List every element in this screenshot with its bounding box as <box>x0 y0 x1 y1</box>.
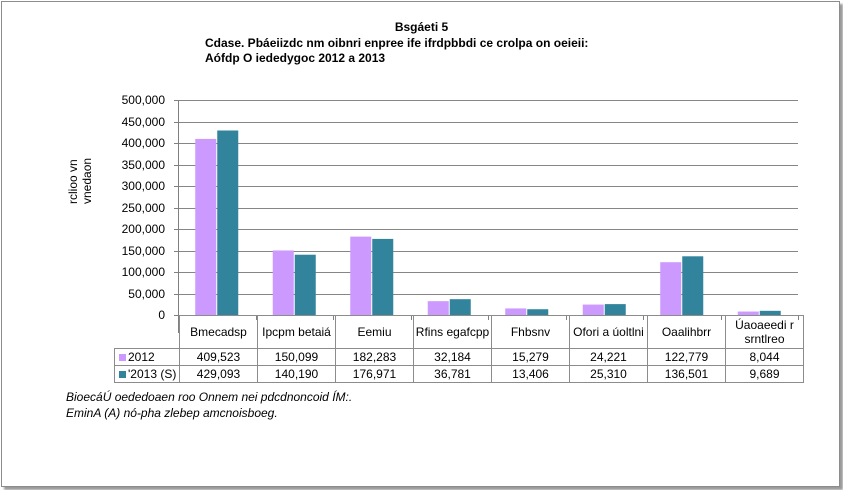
table-cell-2012: 150,099 <box>257 348 336 366</box>
bar-2012-5 <box>582 304 604 315</box>
bar-2013-6 <box>682 256 704 315</box>
legend-swatch-2012 <box>119 354 126 361</box>
chart-subtitle-line-1: Cdase. Pbáeiizdc nm oibnri enpree ife if… <box>205 36 589 50</box>
y-tick-label: 50,000 <box>128 286 165 301</box>
bars <box>195 130 799 320</box>
data-table: Bmecadsp Ipcpm betaiá Eemiu Rfins egafcpp Fh… <box>114 315 804 383</box>
table-cell-2013: 140,190 <box>257 365 336 383</box>
category-label: Rfins egafcpp <box>413 315 492 349</box>
bar-2013-1 <box>294 254 316 315</box>
table-cell-2012: 24,221 <box>569 348 648 366</box>
category-label: Bmecadsp <box>179 315 258 349</box>
table-cell-2012: 8,044 <box>725 348 804 366</box>
table-cell-2012: 182,283 <box>335 348 414 366</box>
bar-2012-6 <box>660 262 682 315</box>
legend-label-2013: '2013 (S) <box>128 367 177 381</box>
gridlines <box>174 100 798 316</box>
table-cell-2012: 409,523 <box>179 348 258 366</box>
category-label: Ofori a úoltlni <box>569 315 648 349</box>
table-cell-2013: 136,501 <box>647 365 726 383</box>
category-label: Oaalihbrr <box>647 315 726 349</box>
chart-subtitle-line-2: Aófdp O iededygoc 2012 a 2013 <box>205 51 386 65</box>
bar-2012-3 <box>427 301 449 315</box>
bar-2012-7 <box>737 311 759 315</box>
table-cell-2012: 122,779 <box>647 348 726 366</box>
bar-2012-2 <box>350 236 372 315</box>
table-cell-2012: 32,184 <box>413 348 492 366</box>
chart-title: Bsgáeti 5 <box>394 20 449 34</box>
bar-2012-4 <box>505 308 527 315</box>
y-tick-label: 450,000 <box>121 114 165 129</box>
y-tick-label: 150,000 <box>121 243 165 258</box>
bar-2013-3 <box>449 299 471 315</box>
bar-2012-0 <box>195 138 217 315</box>
legend-2013: '2013 (S) <box>114 365 180 383</box>
table-cell-2012: 15,279 <box>491 348 570 366</box>
bar-2012-1 <box>272 250 294 315</box>
table-cell-2013: 25,310 <box>569 365 648 383</box>
bar-2013-2 <box>372 238 394 315</box>
y-tick-label: 400,000 <box>121 135 165 150</box>
category-label: Eemiu <box>335 315 414 349</box>
category-label: Úaoaeedi r srntlreo <box>725 315 804 349</box>
y-tick-label: 200,000 <box>121 221 165 236</box>
table-cell-2013: 176,971 <box>335 365 414 383</box>
bar-2013-7 <box>759 310 781 315</box>
y-tick-label: 500,000 <box>121 92 165 107</box>
bar-2013-5 <box>604 304 626 315</box>
table-cell-2013: 36,781 <box>413 365 492 383</box>
y-tick-label: 300,000 <box>121 178 165 193</box>
table-cell-2013: 9,689 <box>725 365 804 383</box>
category-label: Fhbsnv <box>491 315 570 349</box>
legend-swatch-2013 <box>119 371 126 378</box>
y-tick-label: 250,000 <box>121 200 165 215</box>
legend-2012: 2012 <box>114 348 180 366</box>
table-cell-2013: 429,093 <box>179 365 258 383</box>
table-corner <box>114 315 180 349</box>
bar-2013-0 <box>217 130 239 315</box>
bar-2013-4 <box>527 309 549 315</box>
y-tick-label: 100,000 <box>121 264 165 279</box>
category-label: Ipcpm betaiá <box>257 315 336 349</box>
y-tick-label: 350,000 <box>121 157 165 172</box>
legend-label-2012: 2012 <box>128 350 155 364</box>
table-cell-2013: 13,406 <box>491 365 570 383</box>
footnote: EminA (A) nó-pha zlebep amcnoisboeg. <box>66 406 278 420</box>
y-tick-label: 0 <box>158 307 165 322</box>
source-note: BioecáÚ oededoaen roo Onnem nei pdcdnonc… <box>66 390 353 404</box>
